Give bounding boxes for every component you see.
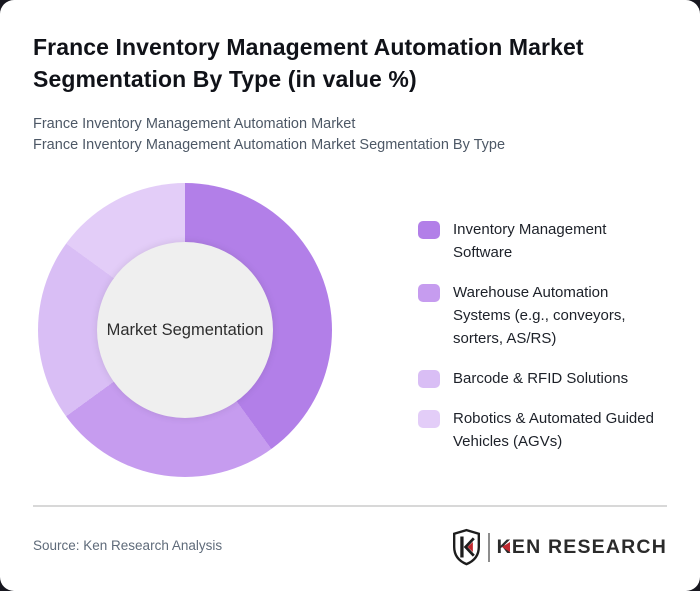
legend-item-label: Warehouse Automation Systems (e.g., conv… xyxy=(453,284,626,347)
legend-item-label: Inventory Management Software xyxy=(453,221,607,261)
brand-text: KEN RESEARCH xyxy=(496,535,667,558)
logo-divider xyxy=(487,532,490,562)
footer-divider xyxy=(33,505,667,507)
source-text: Source: Ken Research Analysis xyxy=(33,538,223,553)
subtitle-line-1: France Inventory Management Automation M… xyxy=(33,116,356,132)
brand-wordmark: KEN RESEARCH xyxy=(497,536,667,559)
legend-item-label: Barcode & RFID Solutions xyxy=(453,370,629,387)
legend-swatch xyxy=(418,410,440,428)
page-title: France Inventory Management Automation M… xyxy=(33,34,584,92)
donut-center: Market Segmentation xyxy=(97,242,273,418)
legend-item: Barcode & RFID Solutions xyxy=(418,367,673,390)
legend-swatch xyxy=(418,284,440,302)
subtitle-line-2: France Inventory Management Automation M… xyxy=(33,137,506,153)
ken-research-shield-icon xyxy=(452,528,480,566)
legend-item-label: Robotics & Automated Guided Vehicles (AG… xyxy=(453,410,654,450)
donut-chart: Market Segmentation xyxy=(38,183,332,477)
ken-research-logo: KEN RESEARCH xyxy=(451,527,667,567)
legend-item: Robotics & Automated Guided Vehicles (AG… xyxy=(418,407,673,453)
brand-k-red-accent-icon xyxy=(501,542,510,552)
legend-swatch xyxy=(418,370,440,388)
legend-swatch xyxy=(418,221,440,239)
donut-center-label: Market Segmentation xyxy=(106,320,264,339)
chart-legend: Inventory Management Software Warehouse … xyxy=(418,218,673,470)
legend-item: Inventory Management Software xyxy=(418,218,673,264)
legend-item: Warehouse Automation Systems (e.g., conv… xyxy=(418,281,673,350)
chart-subtitle: France Inventory Management Automation M… xyxy=(33,114,673,156)
